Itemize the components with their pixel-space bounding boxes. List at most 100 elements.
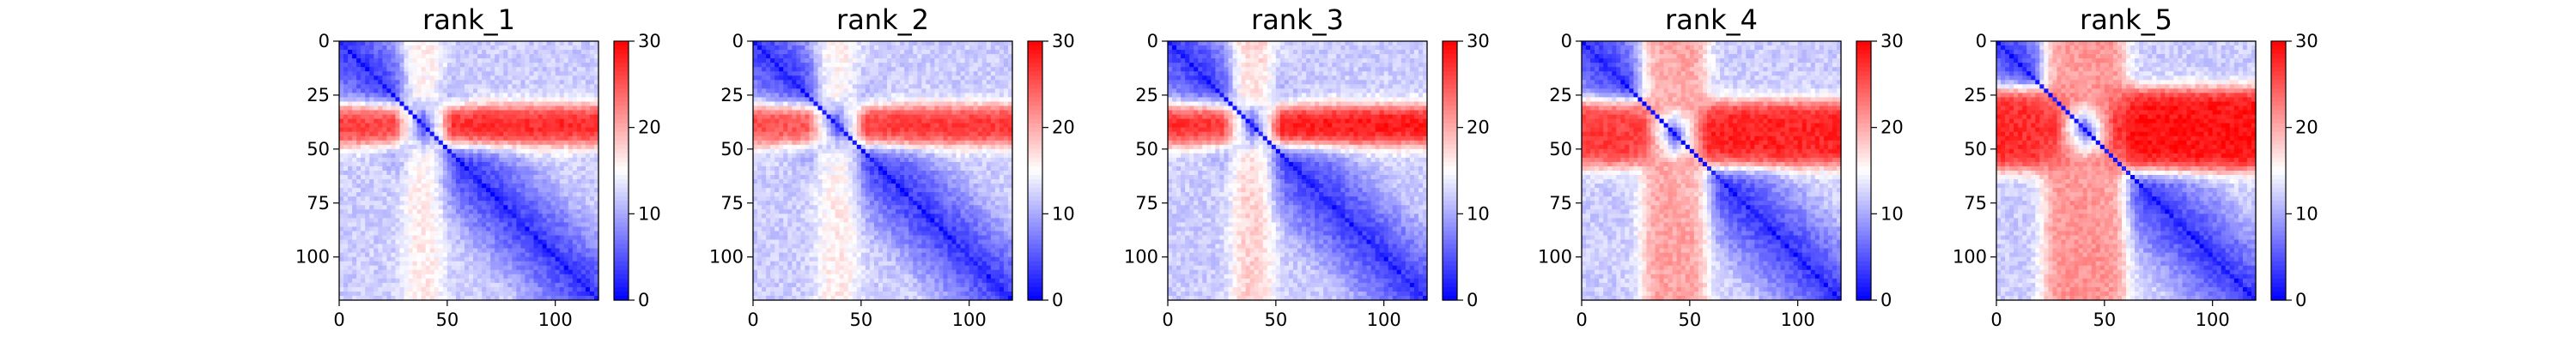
heatmap-cell [542, 71, 548, 76]
heatmap-cell [896, 71, 901, 76]
heatmap-cell [550, 110, 556, 116]
heatmap-cell [464, 54, 470, 59]
heatmap-cell [757, 123, 762, 129]
heatmap-cell [416, 110, 422, 116]
heatmap-cell [434, 196, 440, 202]
heatmap-cell [787, 114, 793, 120]
heatmap-cell [399, 171, 405, 176]
heatmap-cell [779, 67, 784, 72]
heatmap-cell [365, 179, 370, 184]
heatmap-cell [757, 41, 762, 46]
heatmap-cell [813, 101, 819, 107]
heatmap-cell [421, 80, 427, 85]
heatmap-cell [964, 80, 970, 85]
heatmap-cell [563, 88, 569, 93]
heatmap-cell [826, 50, 832, 55]
heatmap-cell [542, 101, 548, 107]
heatmap-cell [762, 67, 767, 72]
heatmap-cell [473, 226, 478, 232]
heatmap-cell [826, 93, 832, 99]
heatmap-cell [869, 50, 875, 55]
heatmap-cell [576, 286, 582, 292]
heatmap-cell [486, 93, 491, 99]
heatmap-cell [568, 201, 574, 206]
heatmap-cell [546, 75, 552, 81]
heatmap-cell [348, 148, 353, 154]
heatmap-cell [576, 188, 582, 193]
heatmap-cell [495, 261, 500, 267]
heatmap-cell [839, 93, 845, 99]
heatmap-cell [533, 71, 539, 76]
heatmap-cell [477, 282, 483, 288]
heatmap-cell [542, 214, 548, 219]
heatmap-cell [520, 93, 526, 99]
heatmap-cell [416, 50, 422, 55]
heatmap-cell [378, 45, 383, 51]
heatmap-cell [486, 161, 491, 167]
heatmap-cell [865, 80, 871, 85]
heatmap-cell [835, 123, 841, 129]
y-tick-label: 100 [295, 247, 330, 268]
heatmap-cell [805, 50, 811, 55]
heatmap-cell [516, 244, 521, 250]
heatmap-cell [572, 231, 578, 237]
heatmap-cell [408, 71, 414, 76]
heatmap-cell [860, 123, 866, 129]
heatmap-cell [459, 252, 465, 258]
heatmap-cell [343, 135, 349, 141]
heatmap-cell [482, 97, 487, 103]
heatmap-cell [395, 165, 401, 172]
heatmap-cell [482, 265, 487, 271]
heatmap-cell [438, 144, 444, 150]
heatmap-cell [762, 84, 767, 89]
heatmap-cell [434, 179, 440, 184]
heatmap-cell [572, 157, 578, 163]
heatmap-cell [421, 105, 427, 111]
heatmap-cell [572, 286, 578, 292]
heatmap-cell [947, 110, 953, 116]
heatmap-cell [809, 105, 815, 111]
heatmap-cell [533, 286, 539, 292]
heatmap-cell [486, 291, 491, 297]
heatmap-cell [486, 235, 491, 241]
heatmap-cell [482, 239, 487, 245]
heatmap-cell [512, 179, 517, 184]
heatmap-cell [348, 58, 353, 63]
heatmap-cell [934, 71, 940, 76]
heatmap-cell [783, 97, 788, 103]
heatmap-cell [843, 75, 849, 81]
heatmap-cell [964, 123, 970, 129]
heatmap-cell [429, 201, 435, 206]
heatmap-cell [757, 118, 762, 124]
heatmap-cell [382, 161, 387, 167]
heatmap-cell [378, 123, 383, 129]
heatmap-cell [473, 58, 478, 63]
heatmap-cell [973, 110, 979, 116]
heatmap-cell [783, 127, 788, 133]
heatmap-cell [800, 93, 805, 99]
heatmap-cell [542, 93, 548, 99]
heatmap-cell [563, 114, 569, 120]
heatmap-cell [464, 97, 470, 103]
heatmap-cell [529, 41, 535, 46]
heatmap-cell [469, 282, 474, 288]
heatmap-cell [779, 45, 784, 51]
heatmap-cell [981, 41, 987, 46]
heatmap-cell [429, 222, 435, 228]
heatmap-cell [473, 218, 478, 223]
heatmap-cell [572, 175, 578, 180]
heatmap-cell [525, 244, 531, 250]
heatmap-cell [964, 93, 970, 99]
heatmap-cell [576, 171, 582, 176]
heatmap-cell [455, 209, 461, 214]
heatmap-cell [412, 282, 418, 288]
heatmap-cell [947, 63, 953, 68]
heatmap-cell [555, 239, 561, 245]
heatmap-cell [860, 118, 866, 124]
heatmap-cell [408, 248, 414, 254]
heatmap-cell [546, 256, 552, 262]
heatmap-cell [973, 84, 979, 89]
heatmap-cell [520, 71, 526, 76]
heatmap-cell [563, 278, 569, 284]
heatmap-cell [843, 101, 849, 107]
